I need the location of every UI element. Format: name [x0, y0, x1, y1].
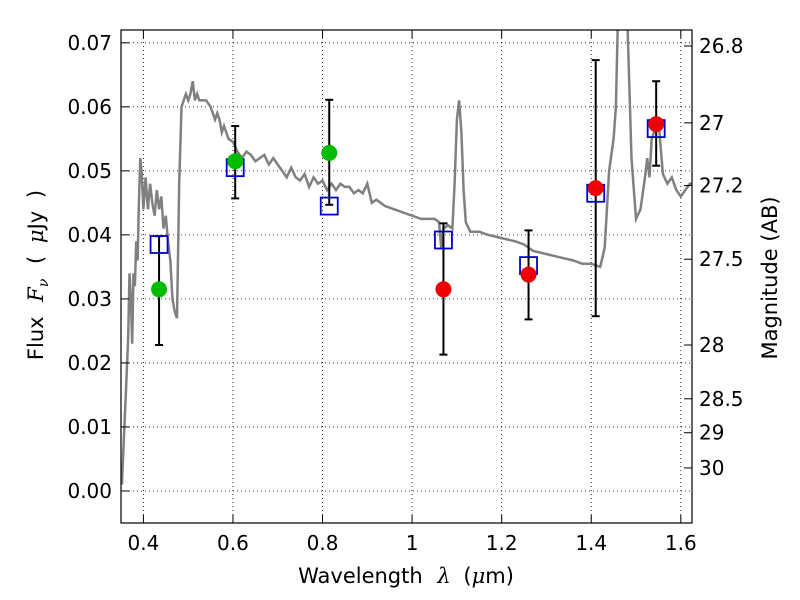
y-tick-label: 0.00 [67, 479, 112, 503]
y-tick-label: 0.04 [67, 223, 112, 247]
y-tick-label: 0.05 [67, 159, 112, 183]
x-tick-label: 0.6 [217, 531, 249, 555]
y2-tick-label: 29 [699, 421, 724, 445]
y2-tick-label: 27 [699, 111, 724, 135]
y-axis-label-unit-symbol: μ [24, 229, 48, 243]
observed-flux-marker-red [587, 180, 604, 197]
y-axis-label-subscript: ν [36, 278, 52, 287]
x-axis-label-unit-symbol: μ [472, 564, 486, 588]
y-axis-label: Flux Fν ( μJy ) [24, 190, 53, 360]
y-tick-label: 0.03 [67, 287, 112, 311]
x-tick-label: 0.8 [307, 531, 339, 555]
plot-area [121, 30, 692, 485]
y2-tick-label: 27.5 [699, 247, 744, 271]
observed-flux-marker-red [520, 266, 537, 283]
y-tick-label: 0.07 [67, 31, 112, 55]
x-axis-label-unit-open: ( [463, 564, 471, 588]
x-tick-label: 0.4 [127, 531, 159, 555]
x-tick-label: 1.4 [575, 531, 607, 555]
y-axis-label-unit-open: ( [24, 256, 48, 264]
model-spectrum-line [121, 30, 692, 485]
y2-tick-label: 30 [699, 456, 724, 480]
y-tick-label: 0.02 [67, 351, 112, 375]
y2-tick-label: 26.8 [699, 34, 744, 58]
y2-axis-label: Magnitude (AB) [758, 196, 782, 359]
y2-tick-label: 28 [699, 333, 724, 357]
synthetic-flux-marker [319, 196, 339, 216]
markers [149, 116, 666, 298]
x-axis-label: Wavelength λ (μm) [298, 564, 514, 588]
y-axis-label-unit-close: ) [24, 190, 48, 198]
x-axis-label-unit-rest: m) [485, 564, 514, 588]
y2-tick-label: 28.5 [699, 387, 744, 411]
x-tick-label: 1.2 [486, 531, 518, 555]
x-tick-label: 1 [406, 531, 419, 555]
x-tick-label: 1.6 [665, 531, 697, 555]
observed-flux-marker-green [151, 281, 168, 298]
y-axis-label-symbol: F [24, 286, 48, 303]
x-axis-label-prefix: Wavelength [298, 564, 423, 588]
synthetic-flux-marker [434, 230, 453, 250]
y2-tick-label: 27.2 [699, 174, 744, 198]
observed-flux-marker-green [321, 144, 338, 161]
y-tick-label: 0.01 [67, 415, 112, 439]
observed-flux-marker-red [435, 281, 452, 298]
observed-flux-marker-green [227, 153, 244, 170]
y-axis-label-prefix: Flux [24, 316, 48, 360]
synthetic-flux-marker [149, 235, 169, 254]
ticks: 0.4 0.6 0.8 1 1.2 1.4 1.6 0.00 0.01 0.02 0.03 0.04 0… [67, 30, 744, 555]
x-axis-label-symbol: λ [436, 564, 450, 588]
plot-frame [120, 29, 693, 524]
observed-flux-marker-red [648, 116, 665, 133]
y-tick-label: 0.06 [67, 95, 112, 119]
y-axis-label-unit-rest: Jy [24, 211, 48, 232]
